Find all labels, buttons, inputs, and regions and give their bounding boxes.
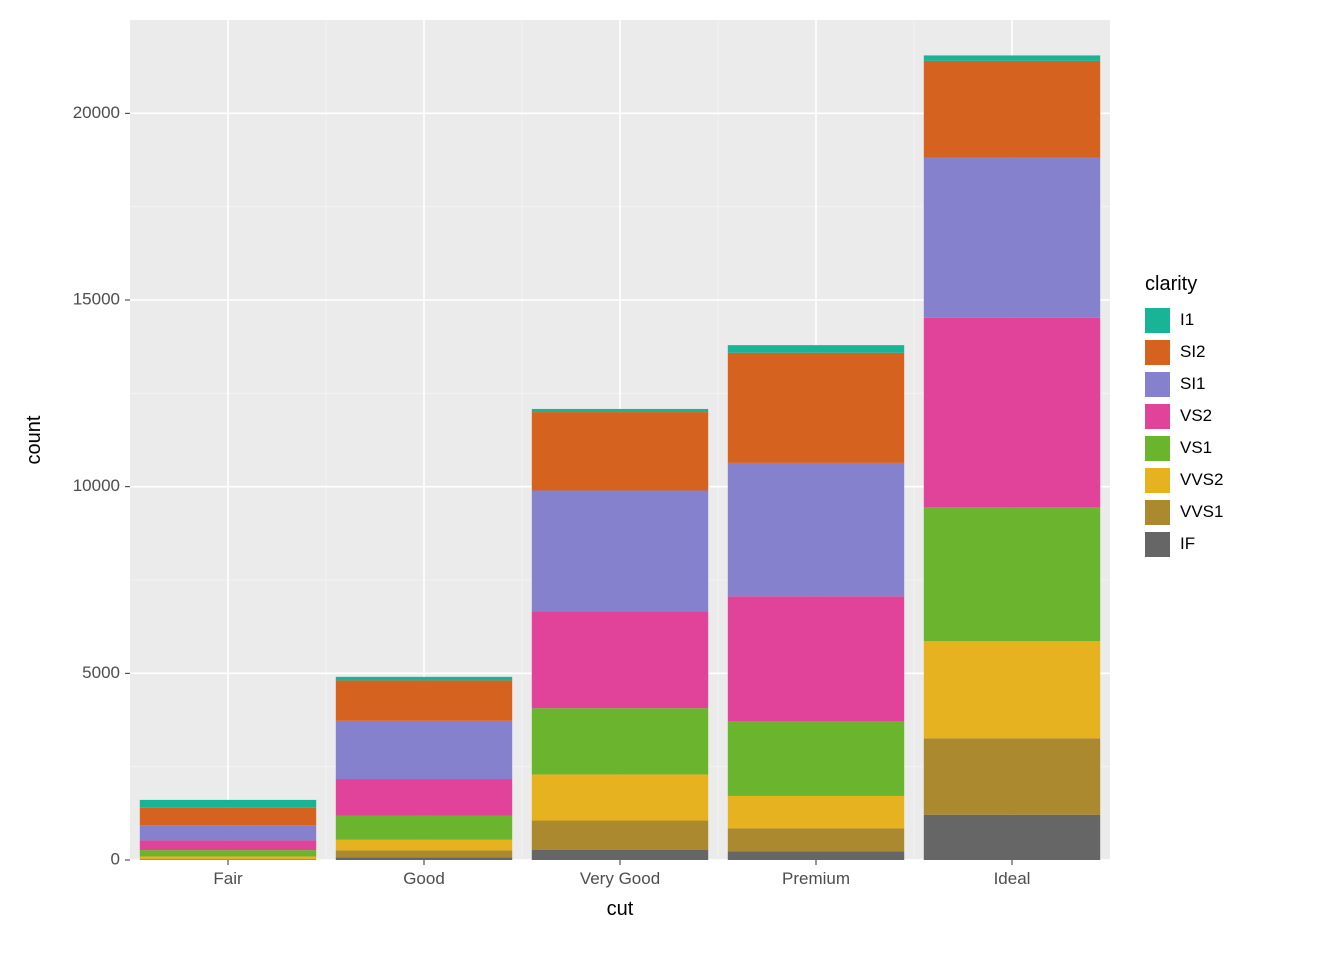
x-tick-label: Very Good xyxy=(580,869,660,888)
bar-segment xyxy=(532,850,708,860)
bar-segment xyxy=(140,808,316,825)
bar-segment xyxy=(532,412,708,490)
bar-segment xyxy=(336,779,512,816)
bar-segment xyxy=(532,490,708,611)
bar-segment xyxy=(728,828,904,851)
legend-label: VVS2 xyxy=(1180,470,1223,489)
y-tick-label: 10000 xyxy=(73,476,120,495)
bar-segment xyxy=(336,857,512,860)
legend-label: VS1 xyxy=(1180,438,1212,457)
bar-segment xyxy=(140,856,316,859)
legend-label: IF xyxy=(1180,534,1195,553)
bar-segment xyxy=(728,463,904,596)
bar-segment xyxy=(728,851,904,860)
bar-segment xyxy=(140,840,316,850)
bar-segment xyxy=(728,596,904,721)
y-tick-label: 0 xyxy=(111,849,120,868)
bar-segment xyxy=(140,859,316,860)
bar-segment xyxy=(140,800,316,808)
bar-segment xyxy=(728,796,904,828)
legend-title: clarity xyxy=(1145,273,1197,295)
legend-swatch xyxy=(1145,436,1170,461)
legend-label: SI1 xyxy=(1180,374,1206,393)
bar-segment xyxy=(140,825,316,840)
bar-segment xyxy=(924,318,1100,507)
y-tick-label: 5000 xyxy=(82,663,120,682)
bar-segment xyxy=(728,353,904,463)
bar-segment xyxy=(532,611,708,708)
y-axis-title: count xyxy=(23,415,45,464)
bar-segment xyxy=(728,345,904,353)
bar-segment xyxy=(532,708,708,774)
bar-segment xyxy=(924,158,1100,318)
legend-label: I1 xyxy=(1180,310,1194,329)
bar-segment xyxy=(532,821,708,850)
bar-segment xyxy=(924,641,1100,738)
bar-segment xyxy=(924,61,1100,158)
bar-segment xyxy=(336,816,512,840)
legend-swatch xyxy=(1145,372,1170,397)
stacked-bar-chart: 0 5000 10000 15000 20000 Fair Good Very Good Pre… xyxy=(0,0,1344,960)
bar-segment xyxy=(532,774,708,820)
legend-swatch xyxy=(1145,468,1170,493)
bar-segment xyxy=(728,722,904,796)
legend-label: SI2 xyxy=(1180,342,1206,361)
legend-label: VVS1 xyxy=(1180,502,1223,521)
x-tick-label: Premium xyxy=(782,869,850,888)
bar-segment xyxy=(336,721,512,779)
legend-label: VS2 xyxy=(1180,406,1212,425)
bar-segment xyxy=(336,677,512,681)
legend-swatch xyxy=(1145,308,1170,333)
bar-segment xyxy=(924,738,1100,814)
legend-swatch xyxy=(1145,340,1170,365)
x-tick-label: Fair xyxy=(213,869,243,888)
x-axis-title: cut xyxy=(607,898,634,920)
legend-swatch xyxy=(1145,500,1170,525)
bar-segment xyxy=(924,55,1100,60)
y-tick-label: 15000 xyxy=(73,289,120,308)
legend-swatch xyxy=(1145,404,1170,429)
bar-segment xyxy=(336,680,512,720)
bar-segment xyxy=(532,409,708,412)
bar-segment xyxy=(140,850,316,856)
bar-segment xyxy=(924,507,1100,641)
x-tick-label: Ideal xyxy=(994,869,1031,888)
x-tick-label: Good xyxy=(403,869,445,888)
bar-segment xyxy=(924,815,1100,860)
bar-segment xyxy=(336,850,512,857)
y-tick-label: 20000 xyxy=(73,103,120,122)
legend-swatch xyxy=(1145,532,1170,557)
bar-segment xyxy=(336,840,512,851)
